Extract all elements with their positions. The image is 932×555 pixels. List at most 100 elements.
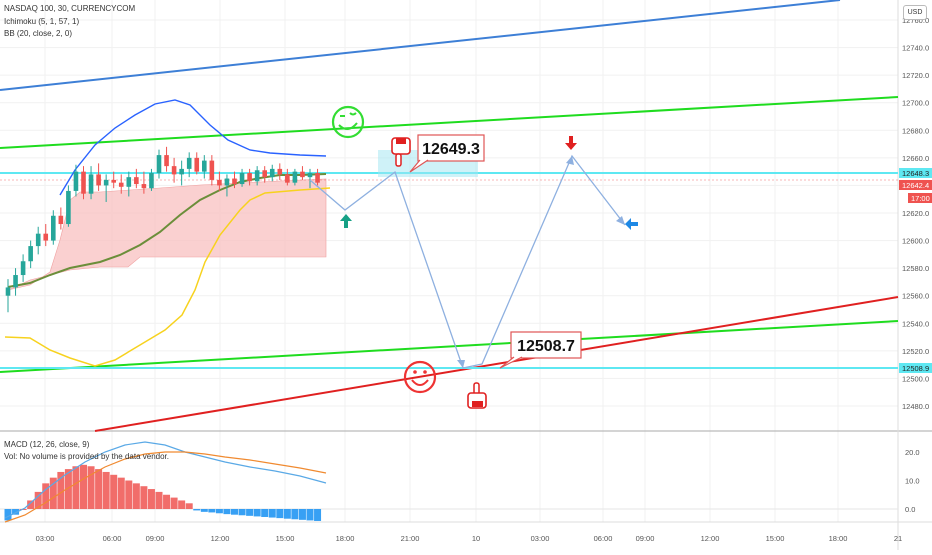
candle-body (126, 177, 132, 187)
candle-body (149, 173, 154, 189)
macd-histogram-bar (170, 497, 178, 509)
left-arrow-marker (625, 218, 638, 230)
pointing-hand-down-icon (391, 137, 411, 167)
candle-body (186, 157, 192, 169)
price-tick-label: 12480.0 (902, 402, 929, 411)
candle-body (300, 171, 305, 178)
green-trendline-lower (0, 320, 899, 373)
time-tick-label: 03:00 (531, 534, 550, 543)
lower-target-callout[interactable]: 12508.7 (499, 331, 582, 369)
green-trendline-upper (0, 96, 899, 149)
price-badge-2-text: 12642.4 (902, 181, 929, 190)
countdown-badge: 17:00 (908, 193, 932, 203)
grid-lines (0, 0, 899, 522)
time-tick-label: 10 (472, 534, 480, 543)
currency-button[interactable]: USD (903, 5, 927, 20)
macd-histogram-bar (155, 491, 163, 509)
macd-histogram-bar (12, 509, 20, 515)
macd-line (4, 441, 327, 519)
candle-body (247, 173, 252, 182)
candle-body (285, 174, 290, 183)
macd-histogram-bar (276, 509, 284, 519)
candle-body (96, 174, 101, 186)
signal-line (4, 451, 327, 523)
price-badge-last: 12642.4 (899, 180, 932, 190)
candle-body (13, 275, 18, 288)
ichimoku-legend[interactable]: Ichimoku (5, 1, 57, 1) (4, 17, 80, 26)
macd-axis[interactable]: 20.0 10.0 0.0 (905, 448, 920, 514)
candle-body (20, 261, 26, 276)
macd-legend[interactable]: MACD (12, 26, close, 9) (4, 440, 90, 449)
macd-histogram-bar (298, 509, 306, 520)
upper-target-callout[interactable]: 12649.3 (409, 134, 485, 173)
candle-body (315, 173, 320, 183)
time-tick-label: 15:00 (276, 534, 295, 543)
macd-histogram-bar (178, 500, 186, 509)
macd-histogram-bar (125, 480, 133, 509)
time-axis[interactable]: 03:00 06:00 09:00 12:00 15:00 18:00 21:00 10 03:… (36, 534, 903, 543)
time-tick-label: 12:00 (211, 534, 230, 543)
price-axis[interactable]: 12760.0 12740.0 12720.0 12700.0 12680.0 12660… (902, 16, 929, 411)
pointing-hand-up-icon (467, 382, 487, 409)
upper-channel-line (0, 0, 841, 91)
macd-histogram-bar (87, 466, 95, 509)
macd-histogram-bar (291, 509, 299, 520)
macd-histogram-bar (102, 471, 110, 509)
candle-body (35, 233, 41, 247)
macd-histogram-bar (246, 509, 254, 516)
candle-body (58, 215, 64, 225)
macd-histogram-bar (185, 503, 193, 509)
bollinger-legend[interactable]: BB (20, close, 2, 0) (4, 29, 73, 38)
candle-body (307, 173, 313, 178)
candle-body (28, 246, 33, 262)
macd-histogram-bar (147, 489, 155, 509)
macd-histogram-bar (42, 483, 50, 509)
macd-histogram-bar (253, 509, 261, 517)
macd-histogram-bar (64, 469, 72, 509)
candle-body (66, 190, 71, 225)
candle-body (202, 160, 207, 172)
candle-body (194, 157, 200, 172)
winking-smiley-icon (331, 105, 365, 139)
candles-group (5, 146, 320, 313)
price-tick-label: 12560.0 (902, 292, 929, 301)
candle-body (43, 233, 49, 241)
upper-target-label: 12649.3 (422, 141, 480, 158)
candle-body (209, 160, 215, 180)
time-tick-label: 03:00 (36, 534, 55, 543)
macd-histogram-bar (193, 509, 201, 511)
time-tick-label: 12:00 (701, 534, 720, 543)
candle-body (239, 173, 245, 185)
macd-histogram-bar (80, 464, 87, 509)
up-arrow-marker (340, 214, 352, 228)
macd-tick-label: 10.0 (905, 477, 920, 486)
time-tick-label: 09:00 (636, 534, 655, 543)
time-tick-label: 09:00 (146, 534, 165, 543)
red-trendline (94, 296, 899, 432)
macd-histogram-bar (283, 509, 291, 519)
price-tick-label: 12600.0 (902, 237, 929, 246)
time-tick-label: 21 (894, 534, 902, 543)
macd-histogram-bar (223, 509, 231, 515)
candle-body (277, 168, 283, 175)
macd-histogram-bar (110, 474, 118, 509)
candle-body (73, 171, 79, 191)
time-tick-label: 18:00 (829, 534, 848, 543)
price-tick-label: 12520.0 (902, 347, 929, 356)
price-badge-cyan-upper: 12648.3 (899, 168, 932, 178)
macd-histogram-bar (27, 500, 35, 509)
price-tick-label: 12580.0 (902, 264, 929, 273)
time-tick-label: 06:00 (103, 534, 122, 543)
macd-histogram-bar (268, 509, 276, 518)
price-tick-label: 12680.0 (902, 126, 929, 135)
macd-histogram-bar (231, 509, 238, 515)
candle-body (81, 171, 86, 194)
price-badge-1-text: 12648.3 (902, 169, 929, 178)
macd-histogram-bar (215, 509, 223, 514)
candle-body (254, 170, 260, 182)
macd-histogram-bar (117, 477, 125, 509)
candle-body (292, 171, 298, 183)
symbol-title[interactable]: NASDAQ 100, 30, CURRENCYCOM (4, 4, 136, 13)
